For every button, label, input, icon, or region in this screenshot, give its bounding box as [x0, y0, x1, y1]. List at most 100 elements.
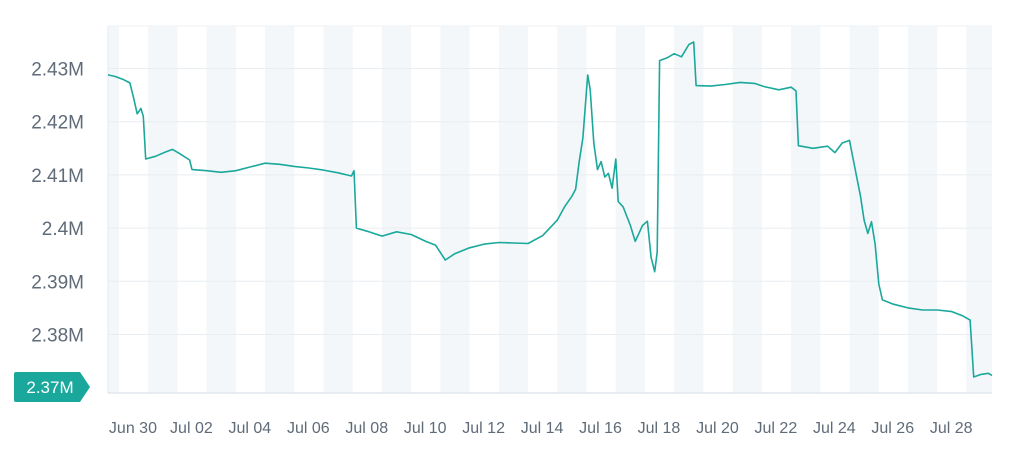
series-point — [856, 176, 858, 178]
series-point — [205, 170, 207, 172]
day-band — [907, 26, 938, 393]
series-point — [179, 153, 181, 155]
day-band — [498, 26, 529, 393]
x-tick-label: Jul 12 — [462, 420, 505, 437]
series-point — [834, 151, 836, 153]
y-tick-label: 2.41M — [31, 166, 84, 187]
series-point — [962, 315, 964, 317]
series-point — [154, 155, 156, 157]
x-tick-label: Jul 20 — [696, 420, 739, 437]
series-point — [951, 310, 953, 312]
series-point — [973, 376, 975, 378]
series-point — [468, 247, 470, 249]
series-point — [881, 299, 883, 301]
series-point — [936, 309, 938, 311]
series-point — [395, 231, 397, 233]
x-tick-label: Jul 04 — [228, 420, 271, 437]
x-tick-label: Jul 14 — [521, 420, 564, 437]
x-tick-label: Jul 24 — [813, 420, 856, 437]
series-point — [680, 56, 682, 58]
current-value-badge-label: 2.37M — [26, 378, 73, 397]
series-point — [987, 372, 989, 374]
series-point — [322, 169, 324, 171]
day-band — [791, 26, 821, 393]
series-point — [542, 234, 544, 236]
y-tick-label: 2.42M — [31, 113, 84, 134]
x-tick-labels: Jun 30 Jul 02 Jul 04 Jul 06 Jul 08 Jul 10 Jul … — [109, 420, 973, 437]
series-point — [220, 171, 222, 173]
x-tick-label: Jul 16 — [579, 420, 622, 437]
series-point — [617, 200, 619, 202]
series-point — [695, 84, 697, 86]
series-line — [107, 41, 993, 378]
series-point — [140, 107, 142, 109]
series-point — [350, 175, 352, 177]
series-point — [264, 162, 266, 164]
x-tick-label: Jul 22 — [755, 420, 798, 437]
series-point — [308, 167, 310, 169]
day-band — [440, 26, 470, 393]
series-point — [878, 283, 880, 285]
series-point — [650, 256, 652, 258]
current-value-badge-shape — [14, 372, 90, 402]
day-band — [674, 26, 704, 393]
series-point — [171, 148, 173, 150]
series-point — [615, 158, 617, 160]
series-point — [611, 187, 613, 189]
series-point — [145, 158, 147, 160]
series-point — [841, 142, 843, 144]
series-point — [249, 166, 251, 168]
series-point — [797, 145, 799, 147]
current-value-badge: 2.37M — [14, 372, 90, 402]
series-point — [593, 142, 595, 144]
series-point — [366, 230, 368, 232]
series-point — [753, 82, 755, 84]
day-band — [323, 26, 353, 393]
y-tick-label: 2.39M — [31, 272, 84, 293]
series-point — [863, 219, 865, 221]
y-tick-label: 2.4M — [42, 219, 84, 240]
series-point — [980, 373, 982, 375]
series-point — [107, 74, 109, 76]
series-point — [498, 241, 500, 243]
series-point — [556, 219, 558, 221]
day-band — [108, 26, 119, 393]
series-point — [353, 170, 355, 172]
day-band — [206, 26, 236, 393]
series-point — [604, 176, 606, 178]
series-point — [629, 224, 631, 226]
day-band — [265, 26, 295, 393]
series-point — [512, 242, 514, 244]
series-point — [563, 206, 565, 208]
series-point — [826, 145, 828, 147]
series-point — [688, 43, 690, 45]
series-point — [527, 242, 529, 244]
series-point — [596, 168, 598, 170]
series-point — [337, 172, 339, 174]
series-point — [666, 57, 668, 59]
series-point — [279, 163, 281, 165]
series-point — [587, 74, 589, 76]
series-point — [425, 240, 427, 242]
series-point — [907, 307, 909, 309]
series-point — [574, 188, 576, 190]
x-tick-label: Jul 06 — [287, 420, 330, 437]
day-band — [557, 26, 587, 393]
series-point — [600, 160, 602, 162]
series-point — [790, 86, 792, 88]
series-point — [235, 170, 237, 172]
series-point — [870, 221, 872, 223]
series-point — [848, 139, 850, 141]
series-point — [739, 81, 741, 83]
series-point — [444, 259, 446, 261]
day-band — [966, 26, 992, 393]
series-point — [778, 89, 780, 91]
series-point — [724, 83, 726, 85]
x-tick-label: Jun 30 — [109, 420, 157, 437]
series-point — [969, 319, 971, 321]
x-tick-label: Jul 02 — [170, 420, 213, 437]
series-point — [188, 159, 190, 161]
series-point — [582, 137, 584, 139]
series-point — [658, 59, 660, 61]
